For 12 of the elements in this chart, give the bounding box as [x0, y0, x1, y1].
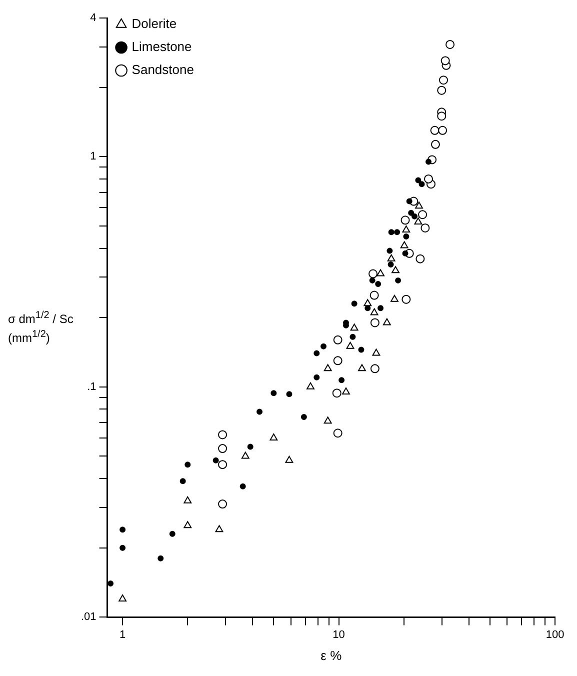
- y-tick-label: .01: [80, 611, 96, 624]
- x-tick-label: 10: [332, 628, 345, 641]
- y-tick-label: 4: [90, 12, 96, 24]
- x-tick-label: 100: [546, 628, 564, 641]
- y-tick-label: .1: [87, 380, 96, 393]
- legend-label: Sandstone: [132, 62, 194, 78]
- legend-label: Dolerite: [132, 16, 177, 32]
- x-axis-title: ε %: [320, 648, 342, 663]
- x-tick-label: 1: [119, 628, 126, 641]
- legend-label: Limestone: [132, 39, 192, 54]
- text: σ dm$^{1/2}$ / Sc (mm$^{1/2}$): [8, 310, 74, 345]
- y-tick-label: 1: [90, 150, 96, 163]
